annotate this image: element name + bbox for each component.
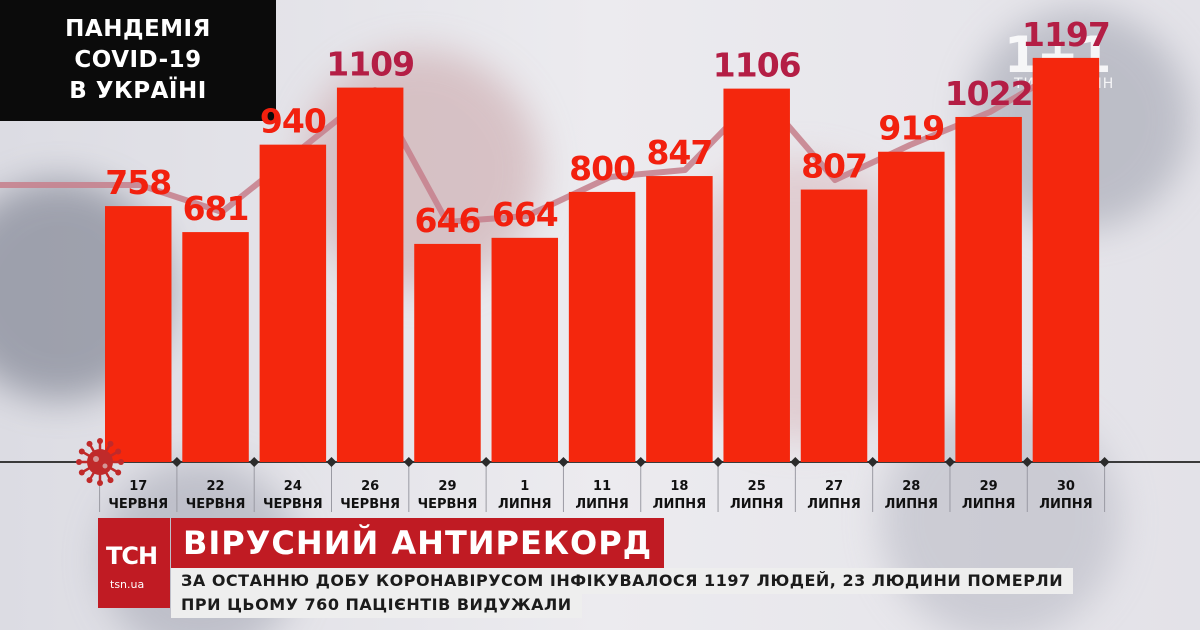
data-label: 940 <box>260 102 326 141</box>
axis-tick-marker <box>635 457 646 467</box>
title-line-1: ПАНДЕМІЯ <box>65 16 211 42</box>
tick-label-day: 30 <box>1057 479 1075 494</box>
bar <box>955 116 1022 462</box>
tick-label-month: ЛИПНЯ <box>653 497 706 512</box>
tick-label-day: 26 <box>361 479 379 494</box>
tick-label-day: 27 <box>825 479 843 494</box>
title-panel: ПАНДЕМІЯ COVID-19 В УКРАЇНІ <box>0 0 276 121</box>
data-label: 1109 <box>326 45 414 84</box>
tick-label-day: 24 <box>284 479 302 494</box>
ticker-line-1: ЗА ОСТАННЮ ДОБУ КОРОНАВІРУСОМ ІНФІКУВАЛО… <box>171 568 1074 594</box>
bar <box>723 88 790 462</box>
headline-banner: ВІРУСНИЙ АНТИРЕКОРД <box>171 518 665 568</box>
axis-tick-marker <box>944 457 955 467</box>
axis-tick-marker <box>481 457 492 467</box>
tick-label-month: ЛИПНЯ <box>730 497 783 512</box>
tick-label-month: ЛИПНЯ <box>498 497 551 512</box>
bar <box>1032 57 1100 463</box>
data-label: 1022 <box>945 74 1033 113</box>
tick-label-month: ЧЕРВНЯ <box>263 497 323 512</box>
tick-label-day: 25 <box>748 479 766 494</box>
tsn-site: tsn.ua <box>110 578 145 591</box>
bar <box>105 206 172 462</box>
tick-label-day: 28 <box>902 479 920 494</box>
bar <box>182 232 249 462</box>
tick-label-month: ЛИПНЯ <box>807 497 860 512</box>
bar <box>568 191 636 463</box>
axis-tick-marker <box>249 457 260 467</box>
tick-label-month: ЛИПНЯ <box>962 497 1015 512</box>
axis-tick-marker <box>1099 457 1110 467</box>
data-label: 807 <box>801 147 867 186</box>
tick-label-month: ЛИПНЯ <box>1039 497 1092 512</box>
tick-label-day: 22 <box>207 479 225 494</box>
data-label: 664 <box>492 195 558 234</box>
data-label: 1106 <box>713 46 801 85</box>
tick-label-day: 29 <box>980 479 998 494</box>
tick-label-month: ЧЕРВНЯ <box>418 497 478 512</box>
bar <box>646 176 713 462</box>
tick-label-month: ЛИПНЯ <box>885 497 938 512</box>
tick-label-day: 17 <box>129 479 147 494</box>
bar <box>878 151 945 462</box>
axis-tick-marker <box>867 457 878 467</box>
axis-tick-marker <box>790 457 801 467</box>
data-label: 919 <box>878 109 944 148</box>
data-label: 758 <box>105 163 171 202</box>
tick-label-day: 11 <box>593 479 611 494</box>
data-label: 800 <box>569 149 635 188</box>
tick-label-day: 29 <box>438 479 456 494</box>
title-line-3: В УКРАЇНІ <box>69 78 207 104</box>
bar <box>800 189 868 462</box>
tsn-logo: ТСН tsn.ua <box>98 518 170 608</box>
data-label: 646 <box>415 201 481 240</box>
axis-tick-marker <box>171 457 182 467</box>
trend-line <box>0 60 1077 225</box>
tick-label-month: ЧЕРВНЯ <box>340 497 400 512</box>
tick-label-day: 1 <box>520 479 529 494</box>
data-label: 1197 <box>1022 15 1110 54</box>
tick-label-month: ЧЕРВНЯ <box>108 497 168 512</box>
bar <box>491 237 559 462</box>
data-label: 847 <box>646 133 712 172</box>
bar <box>336 87 404 463</box>
tick-label-month: ЛИПНЯ <box>575 497 628 512</box>
axis-tick-marker <box>713 457 724 467</box>
tsn-brand: ТСН <box>106 542 158 570</box>
data-label: 681 <box>183 189 249 228</box>
axis-tick-marker <box>558 457 569 467</box>
axis-tick-marker <box>403 457 414 467</box>
virus-icon <box>76 438 124 486</box>
bar <box>259 144 327 462</box>
bar <box>414 243 481 462</box>
tick-label-day: 18 <box>670 479 688 494</box>
ticker-line-2: ПРИ ЦЬОМУ 760 ПАЦІЄНТІВ ВИДУЖАЛИ <box>171 592 582 618</box>
title-line-2: COVID-19 <box>74 47 202 73</box>
axis-tick-marker <box>1022 457 1033 467</box>
tick-label-month: ЧЕРВНЯ <box>186 497 246 512</box>
axis-tick-marker <box>326 457 337 467</box>
